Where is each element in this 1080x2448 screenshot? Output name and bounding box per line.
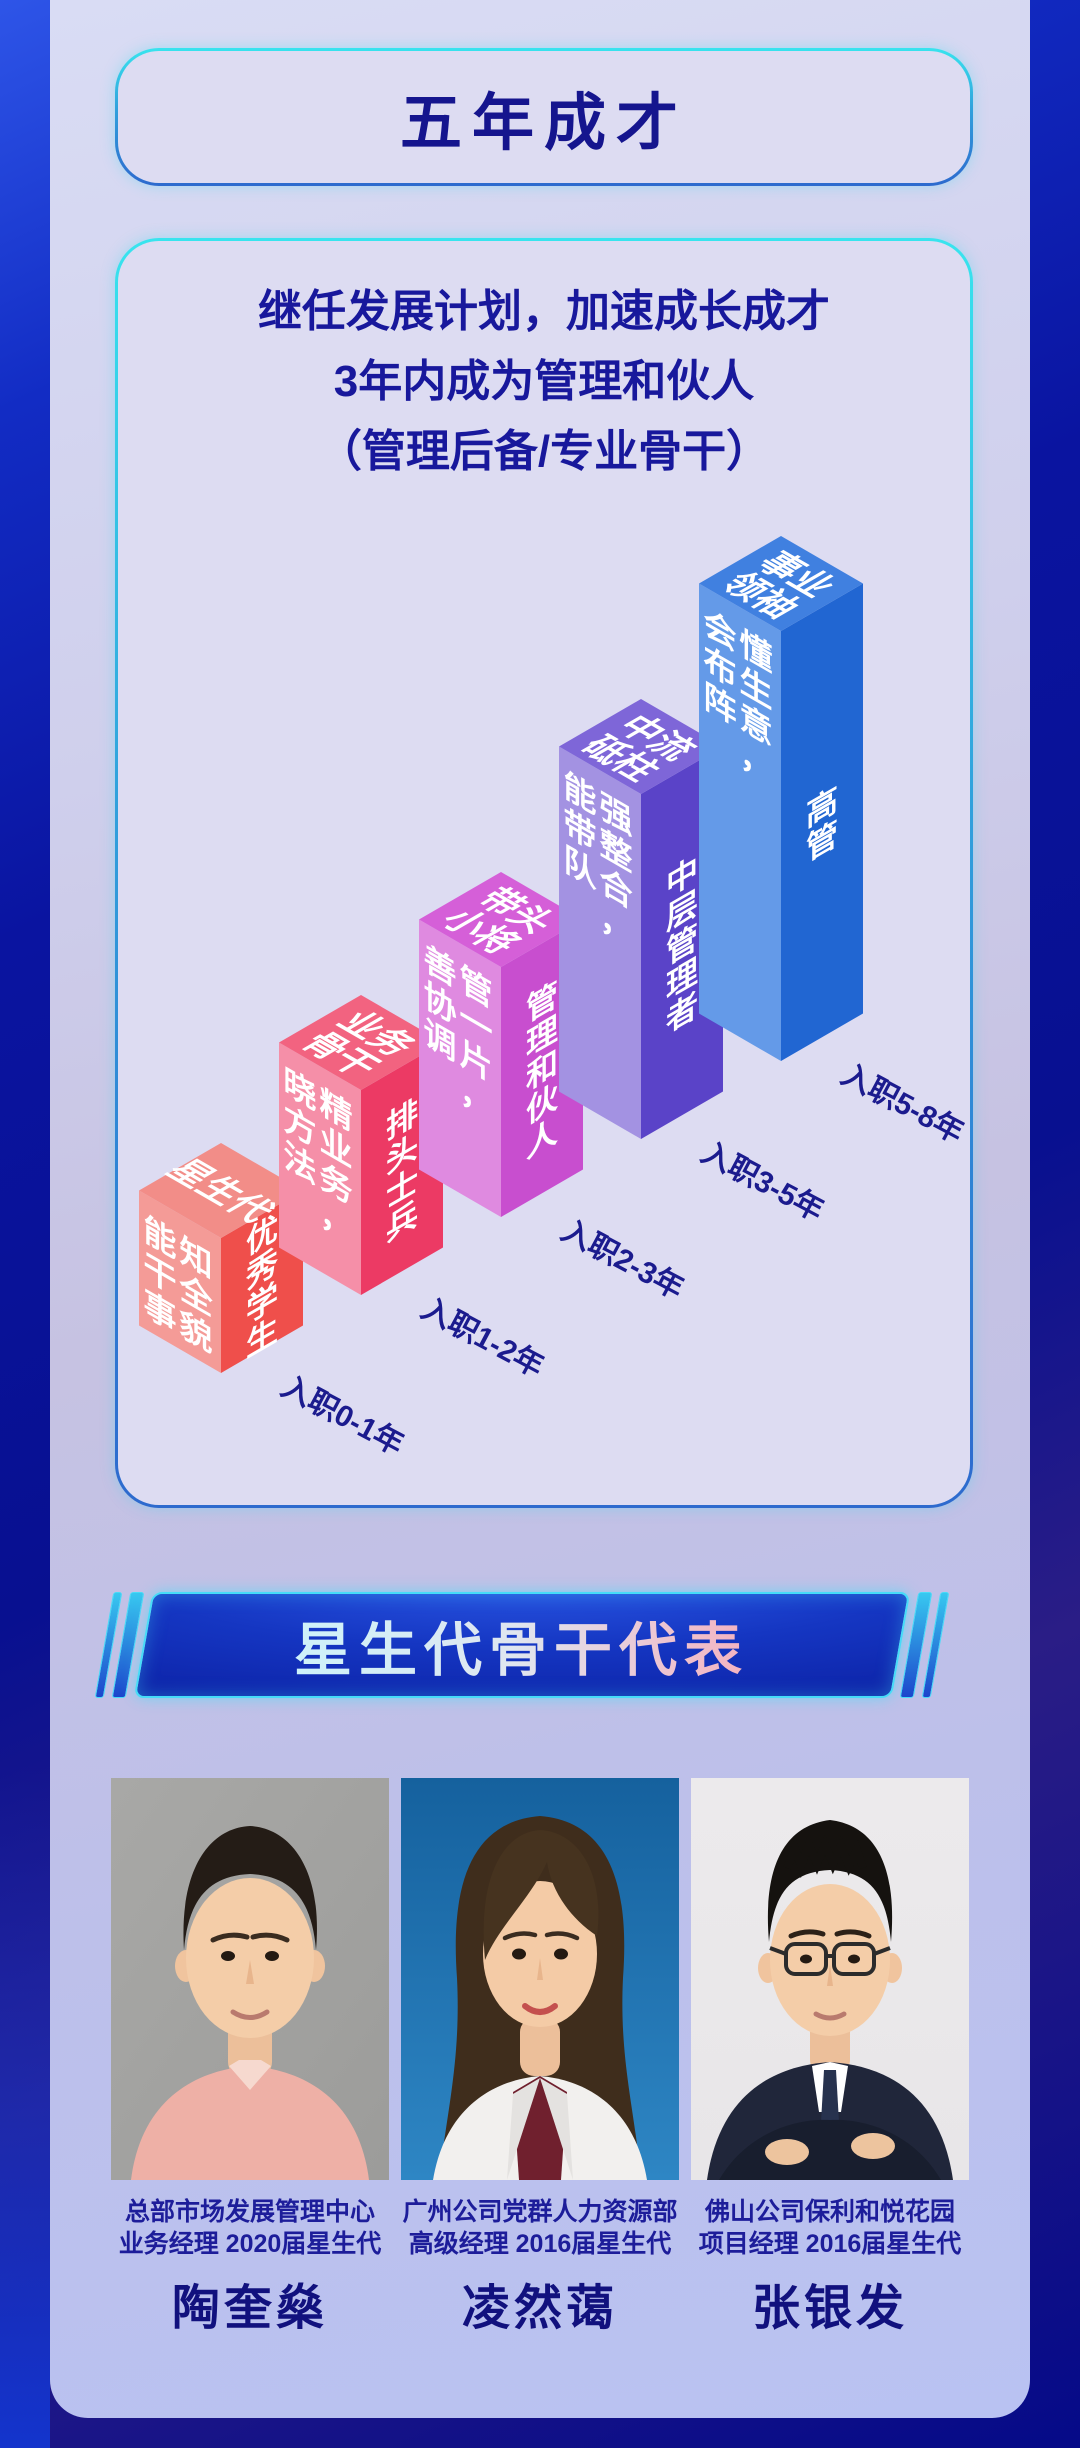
representative-title: 业务经理 2020届星生代 bbox=[118, 2230, 382, 2258]
portrait-photo bbox=[401, 1778, 679, 2180]
representative-name: 张银发 bbox=[751, 2282, 908, 2335]
intro-line-3: （管理后备/专业骨干） bbox=[317, 427, 771, 476]
portrait-photo bbox=[111, 1778, 389, 2180]
representative-caption: 广州公司党群人力资源部 高级经理 2016届星生代 bbox=[402, 2196, 677, 2260]
chart-card-inner: 继任发展计划，加速成长成才 3年内成为管理和伙人 （管理后备/专业骨干） 星生代… bbox=[118, 241, 970, 1505]
representative-title: 高级经理 2016届星生代 bbox=[408, 2230, 672, 2258]
svg-text:入职0-1年: 入职0-1年 bbox=[276, 1370, 409, 1462]
representative-dept: 广州公司党群人力资源部 bbox=[402, 2198, 678, 2226]
svg-text:入职1-2年: 入职1-2年 bbox=[416, 1292, 549, 1384]
representative-caption: 佛山公司保利和悦花园 项目经理 2016届星生代 bbox=[699, 2196, 962, 2260]
representative-title: 项目经理 2016届星生代 bbox=[698, 2230, 962, 2258]
svg-text:入职2-3年: 入职2-3年 bbox=[556, 1214, 689, 1306]
representative-card: 总部市场发展管理中心 业务经理 2020届星生代 陶奎燊 bbox=[111, 1778, 389, 2338]
background-glow bbox=[0, 1688, 50, 2448]
title-card-inner: 五年成才 bbox=[118, 51, 970, 183]
svg-text:入职3-5年: 入职3-5年 bbox=[696, 1136, 829, 1228]
svg-text:入职5-8年: 入职5-8年 bbox=[836, 1058, 969, 1150]
banner-plate: 星生代骨干代表 bbox=[133, 1592, 911, 1698]
section-banner: 星生代骨干代表 bbox=[94, 1592, 950, 1698]
representative-card: 广州公司党群人力资源部 高级经理 2016届星生代 凌然蔼 bbox=[401, 1778, 679, 2338]
intro-line-2: 3年内成为管理和伙人 bbox=[333, 357, 755, 406]
representative-caption: 总部市场发展管理中心 业务经理 2020届星生代 bbox=[119, 2196, 382, 2260]
banner-title: 星生代骨干代表 bbox=[294, 1603, 749, 1687]
representative-dept: 佛山公司保利和悦花园 bbox=[704, 2198, 955, 2226]
chart-card: 继任发展计划，加速成长成才 3年内成为管理和伙人 （管理后备/专业骨干） 星生代… bbox=[115, 238, 973, 1508]
portrait-photo bbox=[691, 1778, 969, 2180]
intro-text: 继任发展计划，加速成长成才 3年内成为管理和伙人 （管理后备/专业骨干） bbox=[118, 277, 970, 487]
representative-name: 凌然蔼 bbox=[461, 2282, 618, 2335]
career-staircase-chart: 星生代知全貌能干事优秀学生入职0-1年业务骨干精业务，晓方法排头士兵入职1-2年… bbox=[139, 536, 969, 1462]
intro-line-1: 继任发展计划，加速成长成才 bbox=[258, 287, 830, 336]
page-title: 五年成才 bbox=[399, 89, 688, 158]
title-card: 五年成才 bbox=[115, 48, 973, 186]
representatives: 总部市场发展管理中心 业务经理 2020届星生代 陶奎燊 bbox=[111, 1778, 969, 2338]
representative-name: 陶奎燊 bbox=[171, 2282, 328, 2335]
representative-card: 佛山公司保利和悦花园 项目经理 2016届星生代 张银发 bbox=[691, 1778, 969, 2338]
representative-dept: 总部市场发展管理中心 bbox=[124, 2198, 375, 2226]
